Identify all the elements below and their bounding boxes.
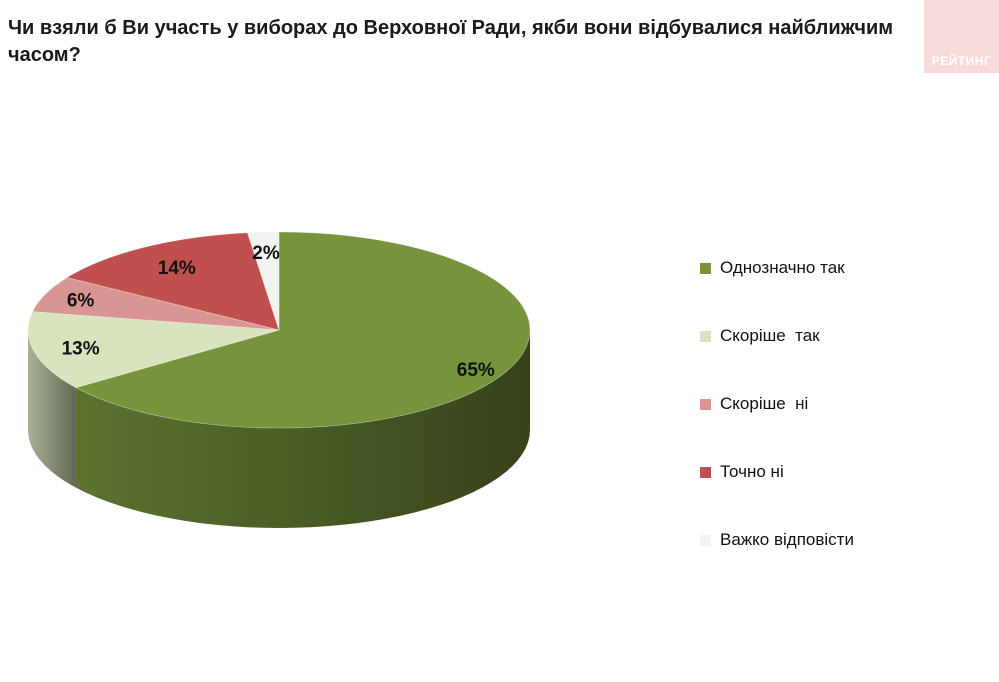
pie-slice-скоріше-так xyxy=(27,311,280,389)
legend-swatch xyxy=(700,534,711,546)
pie-data-labels: 65% 13% 6% 14% 2% xyxy=(62,243,495,381)
pie-side-скоріше-так xyxy=(28,330,76,488)
legend-swatch xyxy=(700,398,711,410)
legend-item: Точно ні xyxy=(700,460,784,484)
pie-label-точно-ні: 14% xyxy=(158,258,196,279)
pie-side-walls xyxy=(28,330,530,528)
pie-label-важко-відповісти: 2% xyxy=(252,243,280,264)
pie-slice-точно-ні xyxy=(66,232,280,331)
pie-top-slices xyxy=(27,231,531,429)
legend-label: Однозначно так xyxy=(720,258,845,277)
legend-label: Точно ні xyxy=(720,462,784,481)
legend-item: Скоріше ні xyxy=(700,392,808,416)
brand-logo: РЕЙТИНГ xyxy=(924,0,999,73)
pie-label-скоріше-так: 13% xyxy=(62,338,100,359)
legend-swatch xyxy=(700,466,711,478)
legend-item: Скоріше так xyxy=(700,324,820,348)
legend-swatch xyxy=(700,262,711,274)
legend-item: Важко відповісти xyxy=(700,528,854,552)
legend-label: Важко відповісти xyxy=(720,530,854,549)
legend-label: Скоріше ні xyxy=(720,394,809,413)
chart-title: Чи взяли б Ви участь у виборах до Верхов… xyxy=(8,17,894,66)
legend-label: Скоріше так xyxy=(720,326,820,345)
brand-logo-text: РЕЙТИНГ xyxy=(931,54,992,68)
pie-side-однозначно-так xyxy=(75,330,530,528)
legend-swatch xyxy=(700,330,711,342)
pie-slice-скоріше-ні xyxy=(31,277,280,331)
pie-label-скоріше-ні: 6% xyxy=(67,290,95,311)
legend-item: Однозначно так xyxy=(700,256,845,280)
pie-label-однозначно-так: 65% xyxy=(457,360,495,381)
pie-slice-однозначно-так xyxy=(74,231,531,429)
pie-slice-важко-відповісти xyxy=(246,231,280,331)
